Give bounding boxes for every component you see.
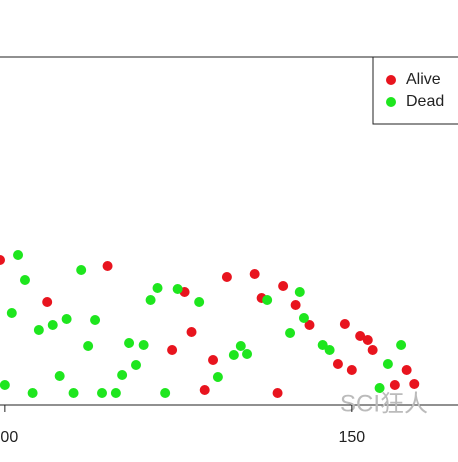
point — [290, 300, 301, 310]
point — [47, 320, 58, 330]
point — [304, 320, 315, 330]
point — [76, 265, 87, 275]
point — [117, 370, 128, 380]
point — [235, 341, 246, 351]
legend-marker — [386, 75, 396, 85]
point — [272, 388, 283, 398]
point — [42, 297, 53, 307]
point — [102, 261, 113, 271]
legend-box — [372, 56, 458, 125]
point — [249, 269, 260, 279]
legend-label: Alive — [406, 71, 441, 88]
point — [186, 327, 197, 337]
point — [285, 328, 296, 338]
point — [199, 385, 210, 395]
point — [242, 349, 253, 359]
point — [145, 295, 156, 305]
legend-marker — [386, 97, 396, 107]
point — [54, 371, 65, 381]
point — [131, 360, 142, 370]
x-tick-label: 150 — [338, 429, 365, 446]
point — [362, 335, 373, 345]
point — [367, 345, 378, 355]
x-tick-label: 100 — [0, 429, 18, 446]
point — [19, 275, 30, 285]
plot-frame — [0, 56, 458, 406]
point — [27, 388, 38, 398]
point — [389, 380, 400, 390]
point — [221, 272, 232, 282]
point — [339, 319, 350, 329]
point — [172, 284, 183, 294]
point — [262, 295, 273, 305]
legend-label: Dead — [406, 93, 444, 110]
point — [167, 345, 178, 355]
point — [90, 315, 101, 325]
watermark: SCI狂人 — [340, 390, 428, 417]
point — [346, 365, 357, 375]
point — [6, 308, 17, 318]
point — [298, 313, 309, 323]
point — [401, 365, 412, 375]
point — [33, 325, 44, 335]
point — [278, 281, 289, 291]
point — [0, 380, 10, 390]
point — [332, 359, 343, 369]
point — [317, 340, 328, 350]
point — [97, 388, 108, 398]
point — [355, 331, 366, 341]
point — [324, 345, 335, 355]
point — [13, 250, 24, 260]
point — [0, 255, 5, 265]
point — [294, 287, 305, 297]
point — [124, 338, 135, 348]
point — [138, 340, 149, 350]
point — [110, 388, 121, 398]
point — [83, 341, 94, 351]
point — [396, 340, 407, 350]
point — [409, 379, 420, 389]
point — [194, 297, 205, 307]
point — [152, 283, 163, 293]
point — [61, 314, 72, 324]
point — [374, 383, 385, 393]
point — [68, 388, 79, 398]
point — [160, 388, 171, 398]
point — [382, 359, 393, 369]
point — [208, 355, 219, 365]
point — [212, 372, 223, 382]
point — [228, 350, 239, 360]
